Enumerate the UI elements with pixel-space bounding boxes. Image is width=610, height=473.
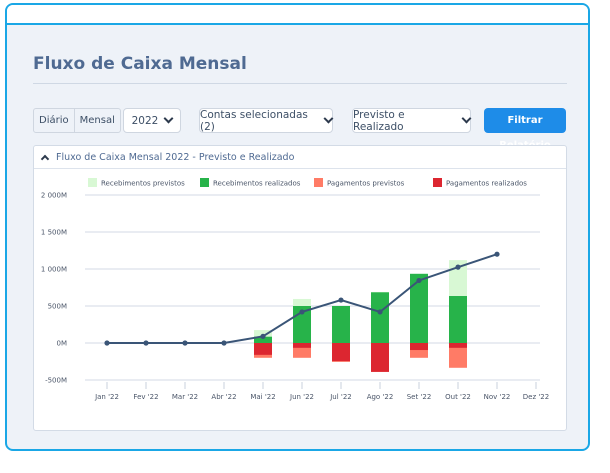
year-value: 2022 [131,114,159,127]
report-card: Fluxo de Caixa Mensal Diário Mensal 2022… [5,3,590,451]
x-tick-label: Ago '22 [367,393,394,401]
bar-pagamentos-realizados [371,343,389,372]
y-tick-label: 1 000M [41,266,67,274]
balance-point [299,309,305,315]
x-tick-label: Nov '22 [484,393,511,401]
balance-point [143,340,149,346]
period-toggle: Diário Mensal [33,108,121,133]
year-select[interactable]: 2022 [123,108,181,133]
y-tick-label: 500M [48,303,67,311]
x-tick-label: Dez '22 [523,393,549,401]
accounts-select[interactable]: Contas selecionadas (2) [199,108,334,133]
period-diario-button[interactable]: Diário [39,115,69,126]
chart-panel-title: Fluxo de Caixa Mensal 2022 - Previsto e … [56,151,295,163]
bar-pagamentos-previstos [449,343,467,368]
legend-swatch [314,178,323,187]
legend-label: Pagamentos realizados [446,180,527,188]
bar-recebimentos-realizados [371,292,389,343]
mode-value: Previsto e Realizado [353,108,405,133]
card-header-strip [7,5,588,25]
bar-pagamentos-realizados [449,343,467,348]
bar-recebimentos-realizados [254,336,272,343]
bar-pagamentos-realizados [254,343,272,355]
x-tick-label: Mai '22 [250,393,275,401]
y-tick-label: 1 500M [41,229,67,237]
bar-pagamentos-realizados [293,343,311,348]
bar-pagamentos-realizados [410,343,428,351]
x-tick-label: Out '22 [445,393,471,401]
legend-label: Pagamentos previstos [327,180,405,188]
balance-point [338,297,344,303]
balance-point [416,277,422,284]
page-title: Fluxo de Caixa Mensal [33,54,247,74]
legend-label: Recebimentos previstos [101,180,185,188]
y-tick-label: 0M [57,340,68,348]
bar-recebimentos-realizados [449,296,467,343]
balance-point [260,333,266,339]
x-tick-label: Set '22 [407,393,432,401]
chart-panel: Fluxo de Caixa Mensal 2022 - Previsto e … [33,145,567,431]
x-tick-label: Jan '22 [94,393,119,401]
x-tick-label: Abr '22 [211,393,236,401]
bar-recebimentos-realizados [332,306,350,343]
mode-select[interactable]: Previsto e Realizado [352,108,472,133]
accounts-value: Contas selecionadas (2) [200,108,308,133]
legend-swatch [433,178,442,187]
period-mensal-button[interactable]: Mensal [73,109,120,132]
bar-pagamentos-realizados [332,343,350,362]
legend-label: Recebimentos realizados [213,180,301,188]
balance-point [494,251,500,257]
divider [33,83,567,84]
balance-point [104,340,110,346]
x-tick-label: Jul '22 [329,393,352,401]
balance-point [377,309,383,315]
y-tick-label: -500M [45,377,67,385]
balance-point [455,264,461,270]
chart-panel-header[interactable]: Fluxo de Caixa Mensal 2022 - Previsto e … [34,146,566,169]
legend-swatch [88,178,97,187]
balance-point [221,340,227,346]
x-tick-label: Mar '22 [172,393,198,401]
bar-recebimentos-realizados [410,273,428,343]
x-tick-label: Fev '22 [133,393,158,401]
x-tick-label: Jun '22 [289,393,314,401]
legend-swatch [200,178,209,187]
y-tick-label: 2 000M [41,192,67,200]
balance-point [182,340,188,346]
